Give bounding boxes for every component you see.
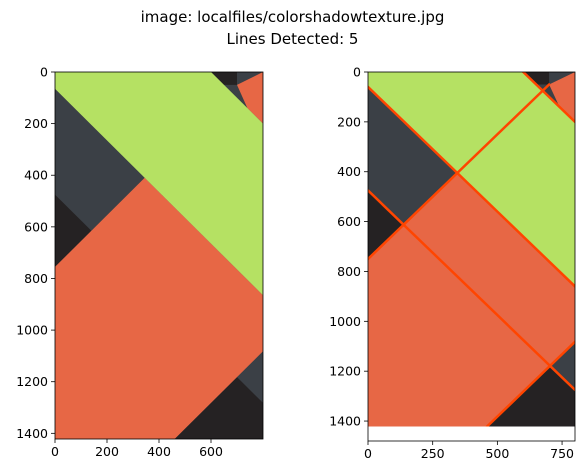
- y-tick-label: 1200: [16, 374, 48, 389]
- image-2: [368, 72, 575, 427]
- region-dark-left: [55, 194, 92, 267]
- detected-line-5: [522, 72, 575, 124]
- x-tick-label: 400: [147, 444, 171, 459]
- detected-line-4: [485, 340, 575, 427]
- axes-1: 0 200 400 600 0 200 400 600 800 1000 1200 1400: [16, 65, 264, 459]
- detected-line-2: [368, 83, 551, 261]
- x-tick-label: 750: [550, 446, 574, 461]
- y-tick-label: 1000: [16, 323, 48, 338]
- region-dark-top: [211, 72, 237, 85]
- y-tick-label: 1200: [329, 364, 361, 379]
- region-green: [368, 72, 575, 288]
- y-tick-label: 600: [24, 219, 48, 234]
- y-tick-label: 200: [337, 114, 361, 129]
- x-tick-label: 500: [485, 446, 509, 461]
- image-1: [55, 72, 263, 439]
- region-orange-main: [368, 174, 575, 427]
- y-tick-label: 800: [337, 264, 361, 279]
- y-tick-label: 600: [337, 214, 361, 229]
- x-tick-label: 200: [95, 444, 119, 459]
- region-dark-left: [368, 190, 405, 261]
- axes-frame: [367, 71, 576, 442]
- detected-line-3: [368, 189, 575, 392]
- x-tick-label: 250: [421, 446, 445, 461]
- y-tick-label: 0: [353, 65, 361, 80]
- x-tick-label: 600: [199, 444, 223, 459]
- y-tick-label: 0: [40, 65, 48, 80]
- region-dark-bottom: [174, 377, 263, 439]
- region-orange-top: [237, 72, 263, 124]
- detected-lines: [368, 72, 575, 427]
- axes-2: 0 250 500 750 0 200 400 600 800 1000 1200 1400: [329, 65, 576, 461]
- region-orange-top: [549, 72, 575, 122]
- x-tick-label: 0: [51, 444, 59, 459]
- y-tick-label: 800: [24, 271, 48, 286]
- y-tick-label: 400: [24, 168, 48, 183]
- detected-line-1: [368, 85, 575, 288]
- y-tick-label: 1400: [16, 426, 48, 441]
- region-orange-main: [55, 177, 263, 439]
- y-tick-label: 1000: [329, 314, 361, 329]
- region-green: [55, 72, 263, 296]
- y-tick-label: 400: [337, 164, 361, 179]
- figure-title: image: localfiles/colorshadowtexture.jpg: [140, 8, 445, 26]
- region-dark-top: [523, 72, 550, 85]
- region-dark-bottom: [487, 366, 575, 427]
- y-tick-label: 1400: [329, 414, 361, 429]
- lines-detected-title: Lines Detected: 5: [226, 30, 359, 48]
- x-tick-label: 0: [364, 446, 372, 461]
- y-tick-label: 200: [24, 116, 48, 131]
